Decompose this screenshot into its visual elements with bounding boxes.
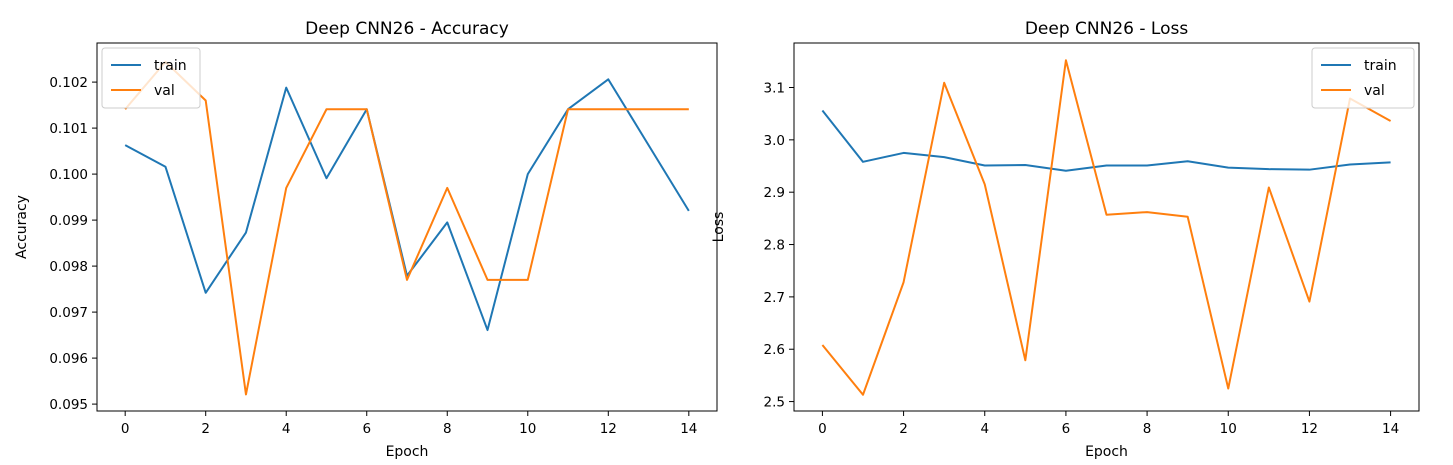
legend-label-val: val <box>154 83 175 99</box>
y-axis-label: Accuracy <box>14 195 30 259</box>
y-tick-label: 2.7 <box>764 290 785 306</box>
y-tick-label: 3.0 <box>764 133 785 149</box>
y-tick-label: 2.8 <box>764 238 785 254</box>
y-tick-label: 2.5 <box>764 395 785 411</box>
x-tick-label: 4 <box>282 421 291 437</box>
x-tick-label: 10 <box>1220 421 1237 437</box>
loss-panel: Deep CNN26 - Loss Epoch Loss 0 2 4 6 8 10 12 14… <box>711 19 1420 460</box>
legend: train val <box>101 47 201 109</box>
x-tick-label: 6 <box>362 421 371 437</box>
legend-label-train: train <box>1364 58 1397 74</box>
x-tick-label: 2 <box>201 421 210 437</box>
x-tick-label: 8 <box>443 421 452 437</box>
y-tick-label: 2.9 <box>764 185 785 201</box>
x-tick-label: 8 <box>1143 421 1152 437</box>
axes-frame <box>793 42 1420 412</box>
series-line-train <box>821 109 1391 172</box>
x-tick-label: 12 <box>1301 421 1318 437</box>
chart-title: Deep CNN26 - Accuracy <box>305 19 509 39</box>
series-line-train <box>124 78 690 332</box>
legend-label-train: train <box>154 58 187 74</box>
y-tick-label: 0.098 <box>49 259 88 275</box>
axes-frame <box>96 42 718 412</box>
y-tick-label: 3.1 <box>764 80 785 96</box>
legend-box <box>1311 47 1415 109</box>
y-tick-label: 0.095 <box>49 397 88 413</box>
x-tick-label: 12 <box>600 421 617 437</box>
x-tick-label: 4 <box>980 421 989 437</box>
y-tick-label: 0.099 <box>49 213 88 229</box>
x-tick-label: 0 <box>121 421 130 437</box>
series-line-val <box>821 59 1392 396</box>
x-tick-label: 14 <box>680 421 697 437</box>
y-tick-label: 0.101 <box>49 121 88 137</box>
y-tick-label: 0.100 <box>49 167 88 183</box>
x-tick-label: 10 <box>519 421 536 437</box>
legend-box <box>101 47 201 109</box>
x-tick-label: 0 <box>818 421 827 437</box>
x-tick-label: 2 <box>899 421 908 437</box>
x-axis-label: Epoch <box>386 444 429 460</box>
x-tick-label: 6 <box>1062 421 1071 437</box>
y-axis-label: Loss <box>711 212 727 243</box>
legend-label-val: val <box>1364 83 1385 99</box>
x-axis-label: Epoch <box>1085 444 1128 460</box>
chart-title: Deep CNN26 - Loss <box>1025 19 1189 39</box>
y-tick-label: 0.096 <box>49 351 88 367</box>
series-line-val <box>124 60 689 396</box>
y-tick-label: 0.097 <box>49 305 88 321</box>
x-tick-label: 14 <box>1382 421 1399 437</box>
accuracy-panel: Deep CNN26 - Accuracy Epoch Accuracy 0 2 4… <box>14 19 718 460</box>
y-tick-label: 2.6 <box>764 342 785 358</box>
legend: train val <box>1311 47 1415 109</box>
y-tick-label: 0.102 <box>49 75 88 91</box>
